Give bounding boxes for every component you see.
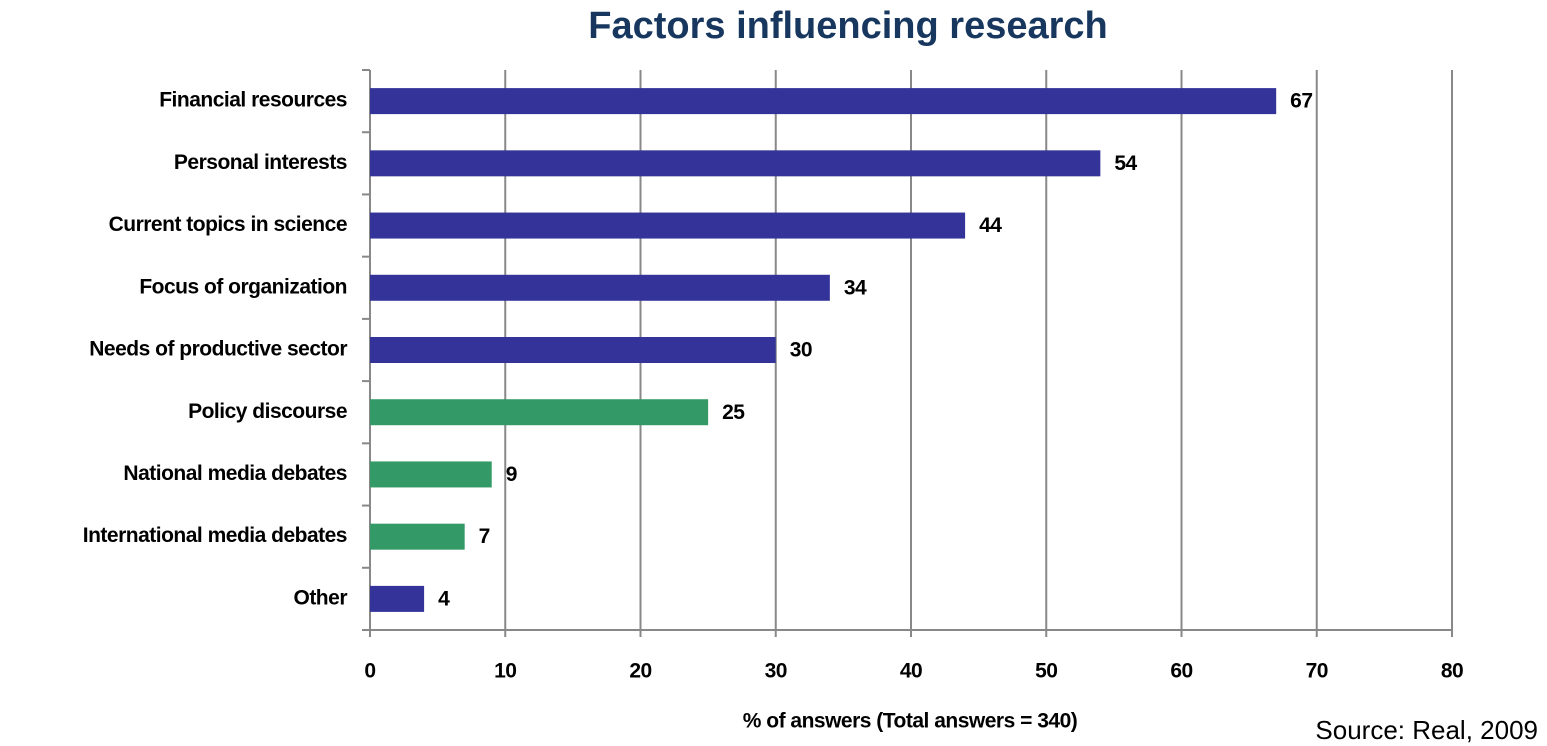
bar	[370, 585, 425, 612]
y-tick-label: Needs of productive sector	[89, 338, 347, 361]
bar	[370, 150, 1101, 177]
data-label: 7	[479, 525, 490, 548]
bar	[370, 523, 465, 550]
y-tick-label: Personal interests	[174, 151, 347, 174]
bar	[370, 88, 1277, 115]
y-tick-label: Focus of organization	[139, 275, 347, 298]
data-label: 9	[506, 463, 517, 486]
source-note: Source: Real, 2009	[1315, 715, 1538, 745]
x-tick-label: 30	[765, 660, 787, 683]
data-label: 30	[790, 339, 812, 362]
y-tick-label: Other	[293, 586, 347, 609]
y-tick-label: Financial resources	[159, 89, 347, 112]
x-tick-label: 40	[900, 660, 922, 683]
data-label: 67	[1290, 90, 1312, 113]
x-tick-label: 20	[629, 660, 651, 683]
data-label: 44	[979, 214, 1002, 237]
x-tick-label: 60	[1170, 660, 1192, 683]
x-tick-label: 0	[364, 660, 375, 683]
data-label: 25	[722, 401, 745, 424]
x-tick-label: 70	[1306, 660, 1328, 683]
data-label: 4	[438, 587, 450, 610]
y-tick-label: National media debates	[123, 462, 347, 485]
y-tick-label: International media debates	[83, 524, 347, 547]
bar	[370, 212, 966, 239]
y-tick-label: Policy discourse	[188, 400, 347, 423]
x-axis-label: % of answers (Total answers = 340)	[743, 710, 1078, 733]
x-tick-label: 80	[1441, 660, 1463, 683]
x-tick-label: 10	[494, 660, 516, 683]
data-label: 34	[844, 276, 867, 299]
bar	[370, 274, 830, 301]
x-tick-label: 50	[1035, 660, 1057, 683]
bar	[370, 461, 492, 488]
data-label: 54	[1114, 152, 1137, 175]
y-tick-label: Current topics in science	[109, 213, 347, 236]
chart-title: Factors influencing research	[588, 5, 1108, 47]
bar	[370, 399, 709, 426]
bar	[370, 337, 776, 363]
